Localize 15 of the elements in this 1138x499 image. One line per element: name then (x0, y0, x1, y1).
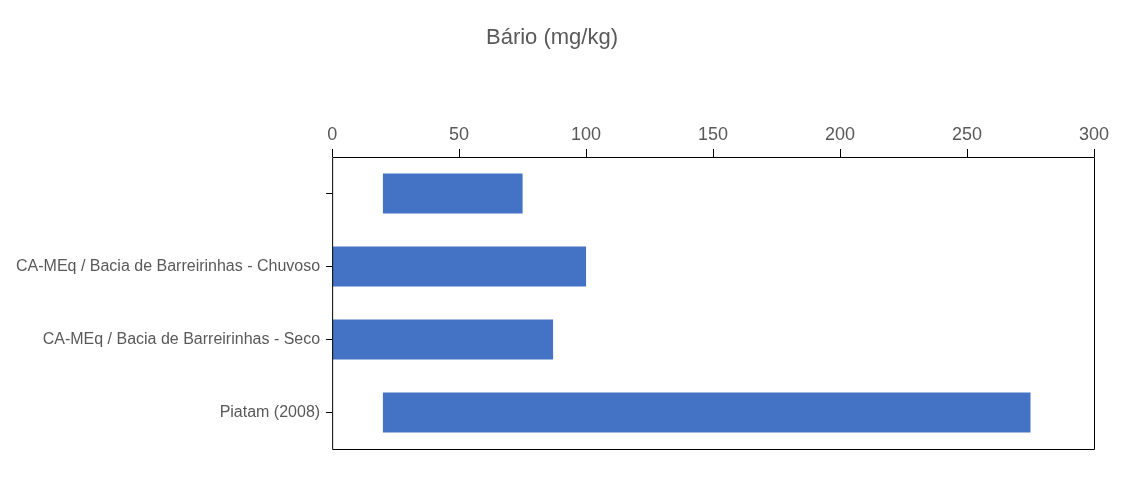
x-tick-label: 300 (1078, 124, 1110, 145)
x-tick-label: 50 (449, 124, 470, 145)
y-tick-label: Piatam (2008) (219, 402, 321, 420)
bar (332, 319, 554, 360)
x-tick-label: 250 (952, 124, 983, 145)
y-tick-label: CA-MEq / Bacia de Barreirinhas - Seco (42, 329, 321, 347)
y-tick-label: CA-MEq / Bacia de Barreirinhas - Chuvoso (16, 256, 321, 274)
x-tick-label: 100 (571, 124, 602, 145)
x-tick-label: 200 (825, 124, 856, 145)
bar (382, 392, 1031, 433)
bar (332, 246, 587, 287)
x-tick-label: 0 (327, 124, 338, 145)
bar (382, 173, 523, 214)
x-tick-label: 150 (698, 124, 729, 145)
chart-title: Bário (mg/kg) (485, 24, 619, 50)
